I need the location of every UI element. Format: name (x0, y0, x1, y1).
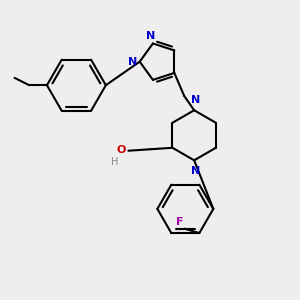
Text: N: N (191, 95, 200, 105)
Text: N: N (128, 57, 137, 67)
Text: F: F (176, 217, 183, 227)
Text: O: O (117, 145, 126, 155)
Text: N: N (146, 31, 155, 40)
Text: H: H (111, 157, 119, 167)
Text: N: N (191, 166, 200, 176)
